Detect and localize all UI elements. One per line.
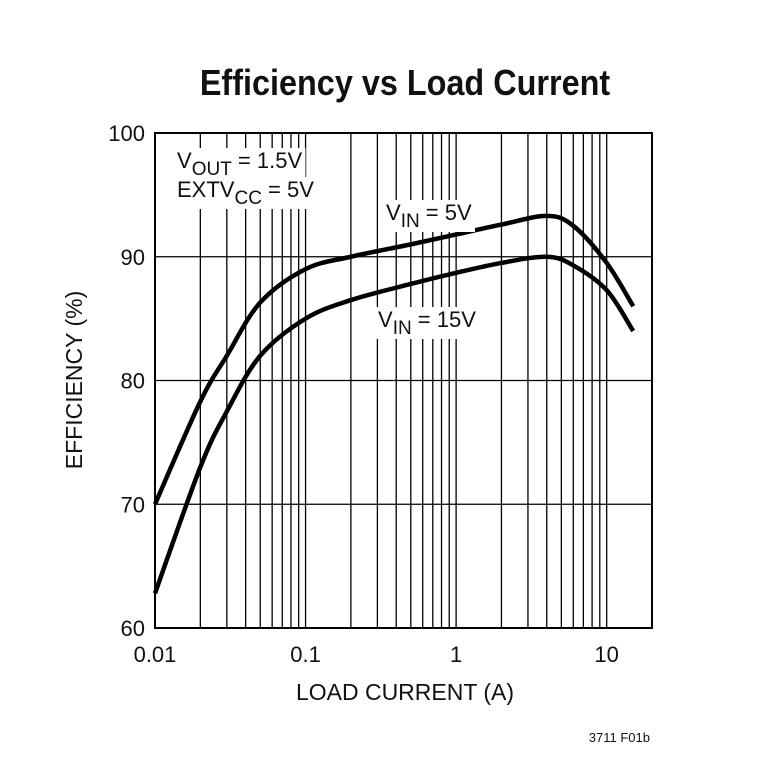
annotation: VIN = 5V [386, 200, 472, 232]
annotation-part: V [378, 307, 393, 332]
chart-title: Efficiency vs Load Current [200, 63, 610, 103]
y-tick-label: 90 [121, 245, 145, 270]
x-axis-label: LOAD CURRENT (A) [296, 679, 514, 705]
annotation-part: CC [234, 188, 261, 209]
annotation: EXTVCC = 5V [177, 177, 314, 209]
annotation-part: = 1.5V [232, 148, 303, 173]
plot-frame [154, 132, 653, 629]
series-line [152, 254, 636, 595]
annotation-part: V [177, 148, 192, 173]
footnote: 3711 F01b [589, 730, 650, 745]
lines [152, 213, 636, 595]
annotation-part: IN [393, 318, 412, 339]
y-tick-label: 100 [108, 121, 145, 146]
y-tick-label: 80 [121, 369, 145, 394]
y-tick-label: 70 [121, 492, 145, 517]
annotation: VIN = 15V [378, 307, 476, 339]
annotation-bg [375, 307, 480, 339]
annotation-part: V [386, 200, 401, 225]
series-line [152, 213, 636, 506]
annotation-part: = 15V [412, 307, 477, 332]
y-tick-label: 60 [121, 616, 145, 641]
annotation: VOUT = 1.5V [177, 148, 302, 180]
y-axis-label: EFFICIENCY (%) [61, 291, 87, 469]
annotation-bg [383, 200, 475, 232]
annotation-part: OUT [192, 159, 233, 180]
annotation-bg [174, 148, 306, 180]
annotation-part: IN [401, 211, 420, 232]
annotation-part: = 5V [420, 200, 472, 225]
annotation-bg [174, 177, 318, 209]
x-tick-label: 10 [594, 642, 618, 667]
x-tick-label: 1 [450, 642, 462, 667]
x-tick-label: 0.1 [290, 642, 321, 667]
x-tick-label: 0.01 [134, 642, 177, 667]
annotation-part: EXTV [177, 177, 235, 202]
annotation-part: = 5V [262, 177, 314, 202]
